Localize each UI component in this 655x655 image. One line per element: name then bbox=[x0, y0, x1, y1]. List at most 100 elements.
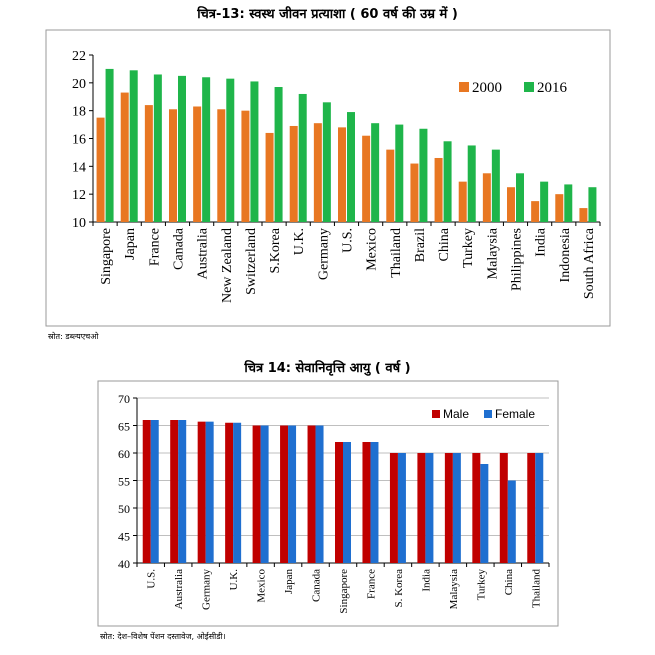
bar-2000-u-s- bbox=[338, 127, 346, 222]
bar-2000-turkey bbox=[458, 181, 467, 222]
bar-2000-south-africa bbox=[579, 208, 588, 222]
x-tick-label: Turkey bbox=[475, 569, 487, 601]
legend-label-Female: Female bbox=[495, 407, 535, 421]
x-tick-label: Thailand bbox=[530, 569, 542, 609]
x-tick-label: Malaysia bbox=[485, 227, 500, 279]
bar-2000-thailand bbox=[386, 149, 395, 222]
bar-2016-u-k- bbox=[298, 93, 307, 222]
x-tick-label: Brazil bbox=[413, 228, 428, 262]
bar-2016-brazil bbox=[419, 128, 428, 222]
bar-Male-germany bbox=[197, 421, 206, 563]
chart2-title: चित्र 14: सेवानिवृत्ति आयु ( वर्ष ) bbox=[244, 361, 411, 376]
bar-Female-china bbox=[507, 480, 516, 563]
bar-Female-australia bbox=[178, 420, 187, 563]
bar-Female-u-k- bbox=[233, 422, 242, 563]
legend-swatch-2000 bbox=[459, 82, 469, 92]
bar-2000-india bbox=[531, 201, 540, 222]
x-tick-label: Indonesia bbox=[558, 227, 573, 282]
bar-2000-switzerland bbox=[241, 110, 250, 222]
bar-Female-singapore bbox=[343, 442, 351, 563]
x-tick-label: Philippines bbox=[510, 228, 525, 291]
x-tick-label: New Zealand bbox=[220, 228, 235, 303]
chart-1: 10 12 14 16 18 20 22 Singapore Japan France Canada… bbox=[45, 29, 611, 327]
bar-Female-canada bbox=[315, 425, 324, 563]
x-tick-label: Switzerland bbox=[244, 228, 259, 295]
bar-Female-japan bbox=[288, 425, 297, 563]
x-tick-label: Thailand bbox=[389, 228, 404, 278]
x-tick-label: France bbox=[147, 228, 162, 266]
bar-Male-canada bbox=[307, 425, 316, 563]
bar-2000-australia bbox=[193, 106, 202, 222]
bar-2000-canada bbox=[169, 109, 177, 222]
bar-Female-india bbox=[425, 453, 434, 563]
legend-swatch-Female bbox=[484, 410, 492, 418]
y-tick-label: 65 bbox=[118, 420, 130, 434]
bar-2016-india bbox=[540, 181, 549, 222]
x-tick-label: S. Korea bbox=[393, 569, 405, 608]
legend-label-Male: Male bbox=[443, 407, 469, 421]
bar-2016-mexico bbox=[371, 123, 380, 222]
legend-swatch-Male bbox=[432, 410, 440, 418]
bar-2016-new-zealand bbox=[226, 78, 235, 223]
x-tick-label: Canada bbox=[311, 569, 323, 602]
bar-Female-france bbox=[370, 442, 379, 563]
bar-2000-china bbox=[434, 157, 443, 222]
bar-Male-india bbox=[417, 453, 426, 563]
x-tick-label: Malaysia bbox=[448, 569, 460, 609]
bar-2000-japan bbox=[120, 92, 129, 222]
bar-2016-germany bbox=[322, 102, 331, 222]
x-tick-label: India bbox=[420, 569, 432, 592]
x-tick-label: Australia bbox=[196, 227, 211, 279]
bar-2016-switzerland bbox=[250, 81, 259, 222]
bar-Male-thailand bbox=[527, 453, 536, 563]
y-tick-label: 16 bbox=[72, 133, 86, 148]
bar-2000-malaysia bbox=[482, 173, 491, 222]
bar-Male-japan bbox=[280, 425, 289, 563]
x-tick-label: Germany bbox=[316, 228, 331, 280]
chart-frame bbox=[97, 380, 559, 627]
y-tick-label: 10 bbox=[72, 216, 86, 231]
bar-2016-japan bbox=[129, 70, 138, 222]
bar-Female-thailand bbox=[535, 453, 544, 563]
y-tick-label: 45 bbox=[118, 530, 130, 544]
y-tick-label: 20 bbox=[72, 77, 86, 92]
bar-Male-singapore bbox=[335, 442, 343, 563]
x-tick-label: China bbox=[437, 227, 452, 261]
x-tick-label: Mexico bbox=[365, 228, 380, 271]
chart1-source: स्रोत: डब्ल्यएचओ bbox=[48, 332, 99, 341]
bar-2016-singapore bbox=[105, 68, 114, 223]
bar-2000-germany bbox=[313, 123, 322, 222]
bar-Female-malaysia bbox=[452, 453, 461, 563]
x-tick-label: U.K. bbox=[292, 228, 307, 255]
bar-Female-s-korea bbox=[397, 453, 406, 563]
bar-Male-mexico bbox=[252, 425, 261, 563]
x-tick-label: U.K. bbox=[228, 569, 240, 591]
bar-Male-u-s- bbox=[142, 420, 151, 563]
bar-2000-new-zealand bbox=[217, 109, 226, 222]
x-tick-label: Canada bbox=[172, 227, 187, 270]
y-tick-label: 18 bbox=[72, 105, 86, 120]
chart1-title: चित्र-13: स्वस्थ जीवन प्रत्याशा ( 60 वर्… bbox=[197, 7, 458, 22]
bar-2000-u-k- bbox=[289, 125, 298, 222]
bar-Male-u-k- bbox=[225, 422, 234, 563]
x-tick-label: Singapore bbox=[99, 228, 114, 285]
y-tick-label: 12 bbox=[72, 188, 86, 203]
chart-2: 40 45 50 55 60 65 70 U.S. Australia Germany U.K. Me… bbox=[97, 380, 559, 627]
y-tick-label: 22 bbox=[72, 49, 86, 64]
bar-Female-turkey bbox=[480, 464, 489, 563]
bar-2016-malaysia bbox=[491, 149, 500, 222]
chart-frame bbox=[45, 29, 611, 327]
x-tick-label: Australia bbox=[173, 569, 185, 609]
bar-2016-canada bbox=[178, 75, 186, 222]
bar-Male-turkey bbox=[472, 453, 481, 563]
bar-2000-mexico bbox=[362, 135, 371, 222]
legend-swatch-2016 bbox=[524, 82, 534, 92]
legend-label-2000: 2000 bbox=[472, 80, 502, 96]
y-tick-label: 70 bbox=[118, 392, 130, 406]
bar-2016-france bbox=[153, 74, 162, 222]
x-tick-label: China bbox=[503, 569, 515, 595]
bar-2016-thailand bbox=[395, 124, 404, 222]
x-tick-label: France bbox=[365, 569, 377, 599]
bar-2000-philippines bbox=[507, 187, 515, 222]
